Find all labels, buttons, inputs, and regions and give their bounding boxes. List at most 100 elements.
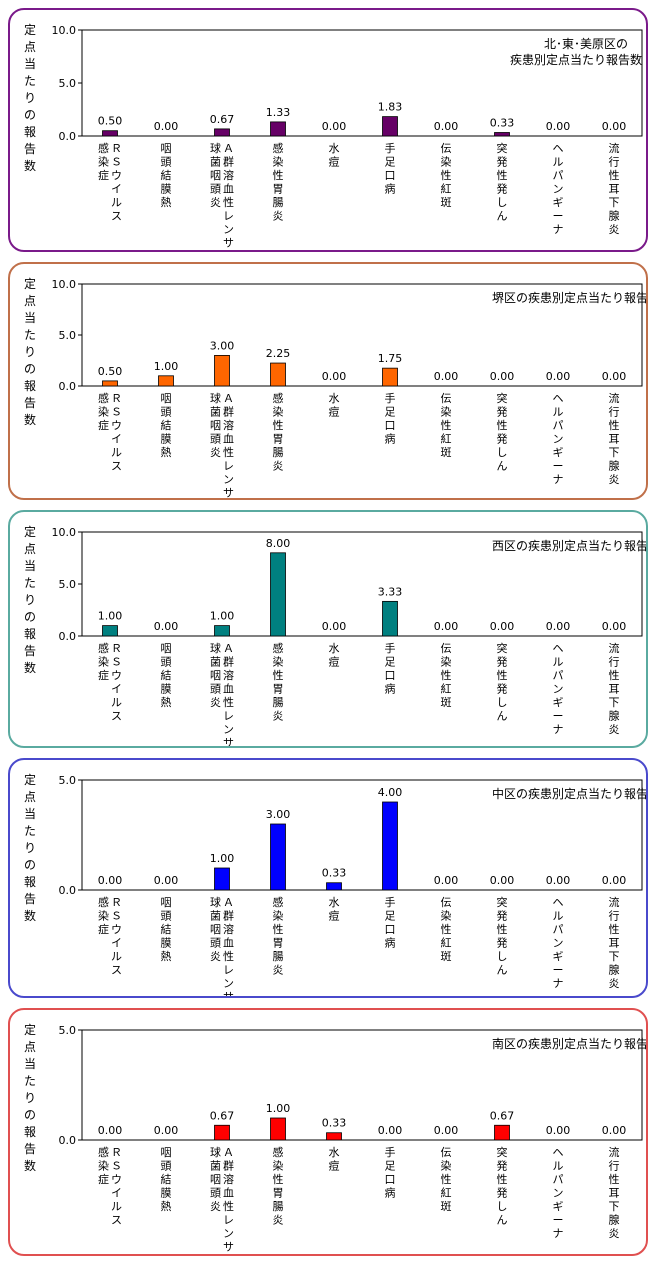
- data-bar: [382, 116, 398, 137]
- category-label-char: ー: [553, 710, 564, 723]
- category-label-char: ウ: [111, 419, 122, 432]
- category-label-char: 病: [385, 182, 396, 196]
- data-value-label: 0.33: [322, 1117, 347, 1130]
- data-bar: [214, 128, 230, 137]
- data-value-label: 3.00: [266, 808, 291, 821]
- data-value-label: 0.50: [98, 365, 123, 378]
- chart-panel-naka: 0.0 5.0 定点当たりの報告数中区の疾患別定点当たり報告数 0.00 Ｒ Ｓ ウイルス感…: [8, 758, 648, 998]
- category-label-char: 染: [441, 155, 452, 169]
- category-label-char: ギ: [553, 1200, 564, 1213]
- category-label-char: 発: [497, 1159, 508, 1173]
- y-axis-label-char: 数: [24, 908, 36, 923]
- category-label-char: し: [497, 950, 508, 963]
- category-label-char: 手: [385, 141, 396, 155]
- y-axis-label-char: り: [24, 841, 36, 855]
- category-label-char: ル: [111, 696, 122, 709]
- category-label-char: ウ: [111, 1173, 122, 1186]
- category-label-char: レ: [223, 964, 234, 977]
- category-label-char: ン: [223, 223, 234, 236]
- category-label-char: 膜: [161, 433, 172, 446]
- category-label-char: サ: [223, 991, 234, 999]
- category-label-char: 水: [329, 642, 340, 655]
- category-label-char: 溶: [223, 418, 234, 432]
- y-axis-label-char: 当: [24, 807, 36, 821]
- data-bar: [214, 625, 230, 637]
- category-label-char: 耳: [609, 937, 620, 950]
- category-label-char: 斑: [441, 696, 452, 709]
- category-label-char: 染: [98, 405, 109, 419]
- category-label-char: 熱: [161, 1200, 172, 1213]
- category-label-char: 球: [210, 391, 221, 405]
- category-label-char: ン: [553, 433, 564, 446]
- category-label-char: ン: [223, 1227, 234, 1240]
- data-value-label: 1.00: [210, 610, 235, 623]
- data-value-label: 1.00: [266, 1102, 291, 1115]
- category-label-char: 下: [609, 696, 620, 709]
- y-axis-label-char: た: [24, 328, 36, 342]
- category-label-char: 発: [497, 936, 508, 950]
- y-axis-label-char: 報: [24, 627, 36, 641]
- y-tick-label: 5.0: [59, 774, 77, 787]
- category-label-char: 群: [223, 655, 234, 669]
- category-label-char: 病: [385, 682, 396, 696]
- category-label-char: 頭: [210, 183, 221, 196]
- y-axis-label-char: 点: [24, 542, 36, 556]
- category-label-char: 症: [98, 668, 109, 682]
- category-label-char: 行: [609, 406, 620, 419]
- chart-panel-kita-higashi-mihara: 0.0 5.0 10.0 定点当たりの報告数 北･東･美原区の 疾患別定点当たり報告数 0.…: [8, 8, 648, 252]
- plot-area: [81, 1029, 643, 1141]
- category-label-char: 感: [273, 642, 284, 655]
- category-label-char: 胃: [273, 937, 284, 950]
- category-label-char: 耳: [609, 683, 620, 696]
- y-axis-label-char: 告: [24, 142, 36, 156]
- category-label-char: 下: [609, 196, 620, 209]
- data-value-label: 0.00: [546, 620, 571, 633]
- category-label-char: 伝: [441, 392, 452, 405]
- category-label-char: Ｒ: [111, 642, 122, 655]
- y-axis-label-char: 報: [24, 379, 36, 393]
- category-label-char: ル: [111, 950, 122, 963]
- y-tick-label: 5.0: [59, 1024, 77, 1037]
- category-label-char: 頭: [161, 156, 172, 169]
- category-label-char: ヘ: [553, 142, 564, 155]
- category-label-char: 腸: [273, 1200, 284, 1213]
- category-label-char: ナ: [553, 1227, 564, 1240]
- category-label-char: サ: [223, 237, 234, 250]
- category-label-char: ル: [553, 406, 564, 419]
- category-label-char: 頭: [210, 683, 221, 696]
- category-label-char: 熱: [161, 696, 172, 709]
- category-label-char: 咽: [161, 142, 172, 155]
- category-label-char: 痘: [329, 405, 340, 419]
- data-bar: [102, 625, 118, 637]
- category-label-char: し: [497, 446, 508, 459]
- category-label-char: 炎: [273, 210, 284, 223]
- data-value-label: 2.25: [266, 347, 291, 360]
- category-label-char: 発: [497, 682, 508, 696]
- category-label-char: ン: [553, 683, 564, 696]
- category-label-char: 膜: [161, 937, 172, 950]
- category-label-char: 染: [98, 909, 109, 923]
- category-label-char: ヘ: [553, 896, 564, 909]
- data-value-label: 0.00: [322, 120, 347, 133]
- data-value-label: 4.00: [378, 786, 403, 799]
- data-value-label: 0.00: [322, 370, 347, 383]
- category-label-char: 頭: [210, 937, 221, 950]
- category-label-char: 紅: [441, 433, 452, 446]
- category-label-char: 炎: [210, 446, 221, 459]
- category-label-char: 咽: [161, 1146, 172, 1159]
- category-label-char: 頭: [161, 910, 172, 923]
- data-bar: [214, 1124, 230, 1141]
- category-label-char: 結: [161, 668, 172, 682]
- category-label-char: 血: [223, 682, 234, 696]
- category-label-char: 手: [385, 1145, 396, 1159]
- category-label-char: ー: [553, 210, 564, 223]
- category-label-char: ン: [223, 723, 234, 736]
- category-label-char: パ: [553, 419, 564, 432]
- chart-title: 堺区の疾患別定点当たり報告数: [492, 290, 646, 305]
- category-label-char: レ: [223, 1214, 234, 1227]
- category-label-char: 腺: [609, 1213, 620, 1227]
- data-value-label: 0.00: [546, 874, 571, 887]
- category-label-char: 発: [497, 1186, 508, 1200]
- y-axis-label-char: の: [24, 362, 36, 376]
- category-label-char: 腸: [273, 696, 284, 709]
